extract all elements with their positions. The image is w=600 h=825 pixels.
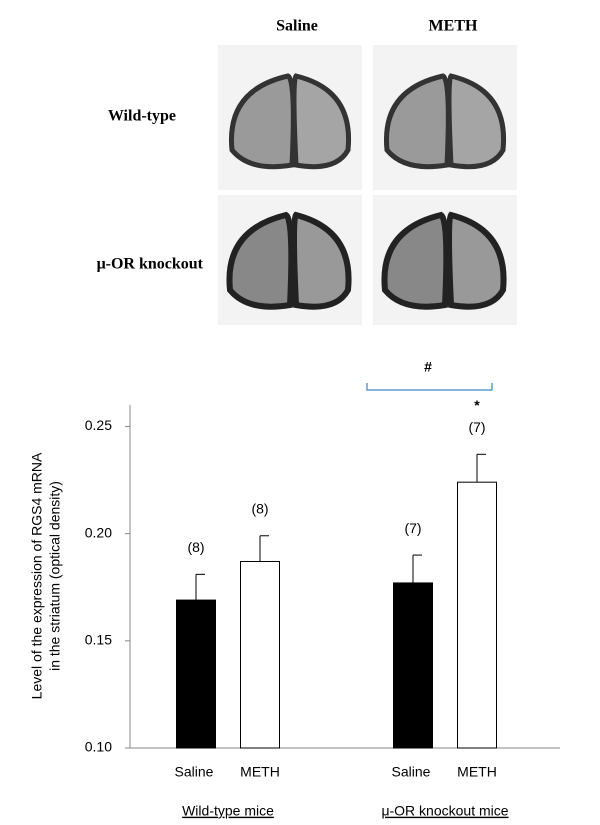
x-tick-label: METH <box>240 764 280 780</box>
brain-image <box>218 45 362 190</box>
significance-mark: * <box>474 397 480 413</box>
brain-image <box>373 45 517 190</box>
bar <box>393 582 433 749</box>
column-label: Saline <box>276 18 318 35</box>
row-label: μ-OR knockout <box>97 256 204 273</box>
group-label: Wild-type mice <box>182 803 274 819</box>
n-label: (8) <box>187 539 204 555</box>
brain-image <box>218 195 362 325</box>
x-tick-label: METH <box>457 764 497 780</box>
image-panel: Saline METH Wild-type μ-OR knockout <box>97 18 517 325</box>
y-axis-label: in the striatum (optical density) <box>47 481 63 671</box>
bar <box>457 481 497 749</box>
y-axis-label: Level of the expression of RGS4 mRNA <box>29 452 45 699</box>
n-label: (7) <box>468 419 485 435</box>
n-label: (7) <box>404 520 421 536</box>
bar <box>176 599 216 749</box>
x-tick-label: Saline <box>392 764 431 780</box>
bar <box>240 560 280 749</box>
row-label: Wild-type <box>108 108 176 125</box>
y-tick-label: 0.25 <box>85 417 112 433</box>
column-label: METH <box>429 18 478 35</box>
n-label: (8) <box>251 500 268 516</box>
significance-mark: # <box>424 359 432 375</box>
brain-image <box>373 195 517 325</box>
group-label: μ-OR knockout mice <box>381 803 508 819</box>
bracket <box>366 383 493 391</box>
y-tick-label: 0.20 <box>85 524 112 540</box>
y-tick-label: 0.15 <box>85 632 112 648</box>
x-tick-label: Saline <box>175 764 214 780</box>
y-tick-label: 0.10 <box>85 739 112 755</box>
